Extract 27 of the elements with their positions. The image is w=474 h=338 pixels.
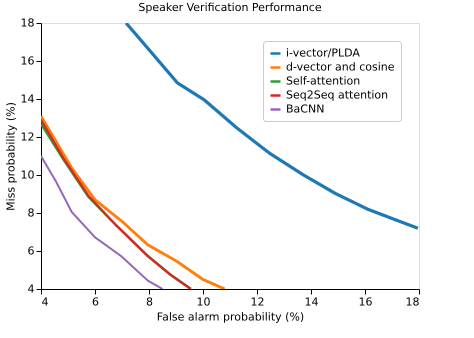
chart-title: Speaker Verification Performance bbox=[138, 1, 322, 14]
x-tick-label: 12 bbox=[250, 296, 264, 308]
y-axis-title: Miss probability (%) bbox=[4, 102, 18, 211]
y-tick-label: 12 bbox=[20, 130, 34, 144]
legend-label: i-vector/PLDA bbox=[286, 46, 360, 60]
y-tick-label: 14 bbox=[20, 92, 34, 106]
y-tick-label: 16 bbox=[20, 54, 34, 68]
line-series bbox=[41, 114, 226, 289]
x-tick-label: 8 bbox=[146, 296, 153, 308]
y-tick-label: 4 bbox=[28, 282, 34, 296]
line-series bbox=[124, 23, 419, 230]
legend-label: Seq2Seq attention bbox=[286, 88, 388, 102]
x-tick-label: 10 bbox=[196, 296, 210, 308]
y-tick-label: 8 bbox=[28, 206, 34, 220]
legend-label: BaCNN bbox=[286, 102, 324, 116]
x-tick-label: 16 bbox=[358, 296, 372, 308]
y-tick-label: 6 bbox=[28, 244, 34, 258]
x-tick-label: 14 bbox=[304, 296, 318, 308]
x-tick-label: 6 bbox=[92, 296, 99, 308]
y-tick-label: 10 bbox=[20, 168, 34, 182]
legend-label: Self-attention bbox=[286, 74, 360, 88]
x-tick-label: 18 bbox=[406, 296, 420, 308]
y-tick-label: 18 bbox=[20, 16, 34, 30]
x-axis-title: False alarm probability (%) bbox=[156, 310, 304, 324]
legend-label: d-vector and cosine bbox=[286, 60, 395, 74]
line-series bbox=[41, 155, 164, 289]
x-tick-label: 4 bbox=[42, 296, 48, 308]
